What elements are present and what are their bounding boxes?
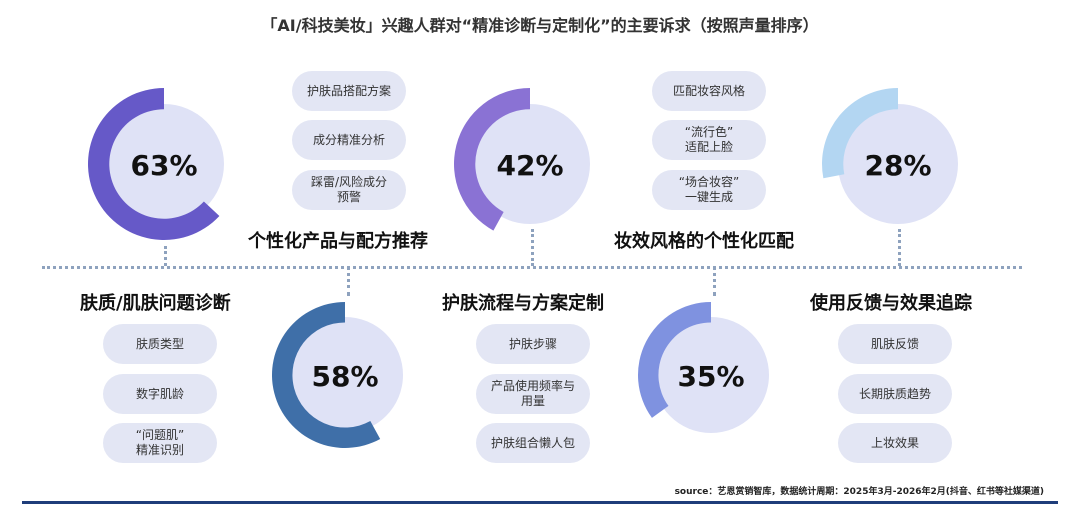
donut-chart-feedback-tracking: 28% <box>822 88 958 224</box>
pill-tag: 肤质类型 <box>103 324 217 364</box>
donut-arc <box>272 302 381 448</box>
donut-chart-skin-diagnosis: 58% <box>272 302 403 448</box>
pill-tag: 产品使用频率与 用量 <box>476 374 590 414</box>
pill-tag: “问题肌” 精准识别 <box>103 423 217 463</box>
donut-chart-personalized-products: 63% <box>88 88 224 241</box>
donut-value-label: 42% <box>496 149 563 182</box>
donut-center-disc <box>470 104 590 224</box>
pill-tag: 数字肌龄 <box>103 374 217 414</box>
connector-line <box>164 246 167 266</box>
pill-tag: 肌肤反馈 <box>838 324 952 364</box>
donut-center-disc <box>287 317 403 433</box>
donut-center-disc <box>104 104 224 224</box>
donut-value-label: 28% <box>864 149 931 182</box>
group-title-skin-diagnosis: 肤质/肌肤问题诊断 <box>80 293 231 314</box>
pill-tag: 护肤步骤 <box>476 324 590 364</box>
pill-tag: 护肤品搭配方案 <box>292 71 406 111</box>
group-title-makeup-style: 妆效风格的个性化匹配 <box>614 231 794 252</box>
donut-value-label: 35% <box>677 360 744 393</box>
connector-line <box>347 266 350 296</box>
footer-rule <box>22 501 1058 504</box>
source-note: source：艺恩赏销智库，数据统计周期：2025年3月-2026年2月(抖音、… <box>674 487 1044 497</box>
donut-arc <box>88 88 220 241</box>
donut-arc <box>454 88 530 231</box>
donut-center-disc <box>838 104 958 224</box>
pill-tag: 护肤组合懒人包 <box>476 423 590 463</box>
donut-value-label: 63% <box>130 149 197 182</box>
donut-chart-skincare-routine: 35% <box>637 302 769 433</box>
pill-tag: “流行色” 适配上脸 <box>652 120 766 160</box>
group-title-personalized-products: 个性化产品与配方推荐 <box>248 231 428 252</box>
pill-tag: 成分精准分析 <box>292 120 406 160</box>
pill-tag: 上妆效果 <box>838 423 952 463</box>
donut-arc <box>637 302 711 418</box>
connector-line <box>713 266 716 296</box>
connector-line <box>531 229 534 266</box>
page-title: 「AI/科技美妆」兴趣人群对“精准诊断与定制化”的主要诉求（按照声量排序） <box>261 16 819 35</box>
pill-tag: 踩雷/风险成分 预警 <box>292 170 406 210</box>
group-title-skincare-routine: 护肤流程与方案定制 <box>442 293 604 314</box>
donut-chart-makeup-style: 42% <box>454 88 590 231</box>
group-title-feedback-tracking: 使用反馈与效果追踪 <box>810 293 972 314</box>
pill-tag: 匹配妆容风格 <box>652 71 766 111</box>
donut-value-label: 58% <box>311 360 378 393</box>
pill-tag: “场合妆容” 一键生成 <box>652 170 766 210</box>
donut-center-disc <box>653 317 769 433</box>
pill-tag: 长期肤质趋势 <box>838 374 952 414</box>
connector-line <box>898 229 901 266</box>
timeline-divider <box>42 266 1022 269</box>
donut-arc <box>822 88 898 179</box>
